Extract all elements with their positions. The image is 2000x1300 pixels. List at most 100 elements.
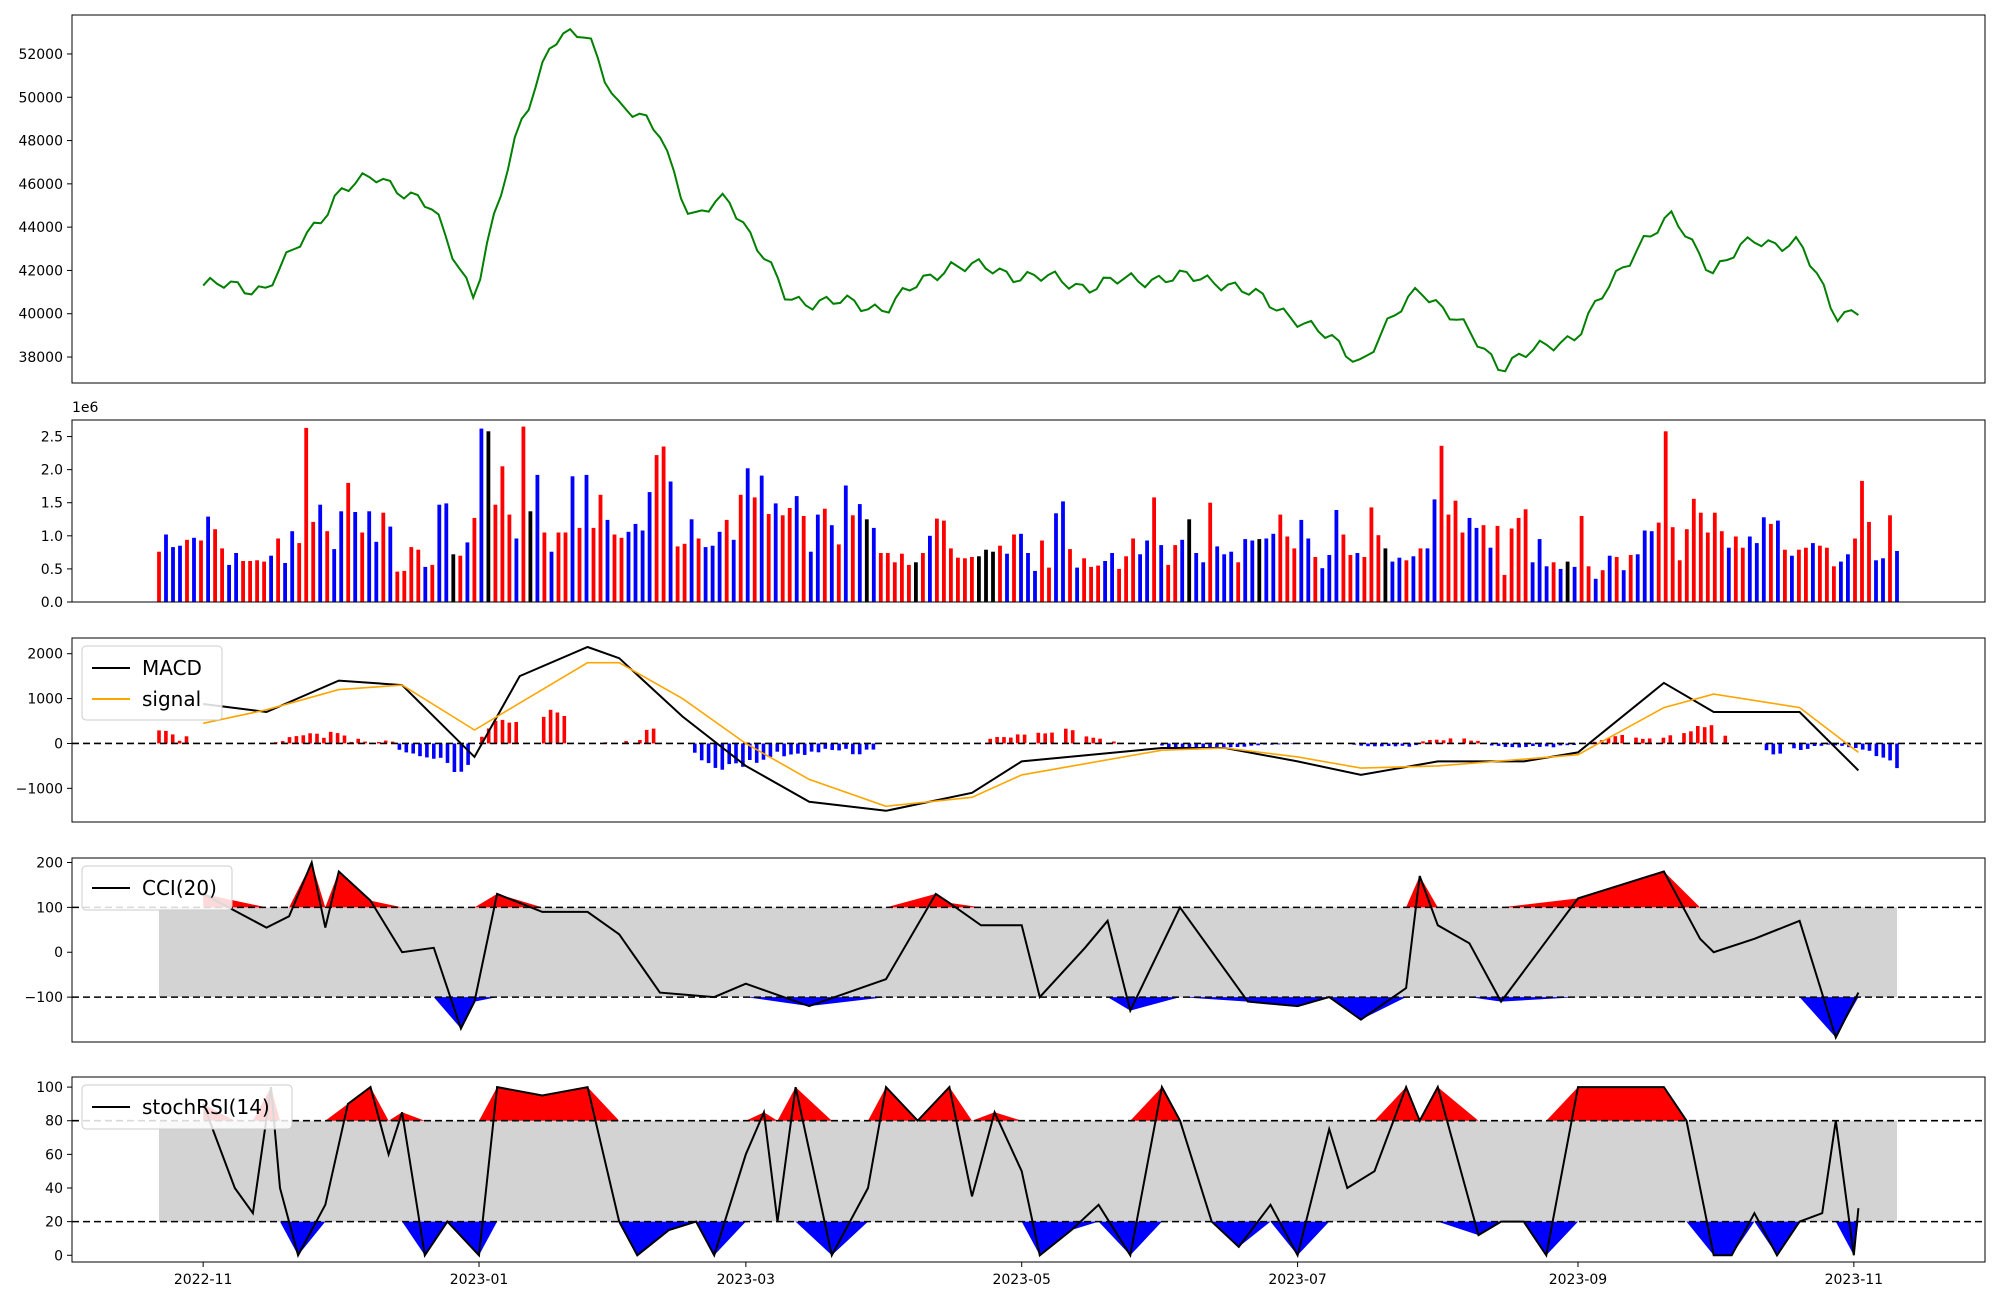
volume-bar [892, 562, 897, 602]
volume-bar [1264, 538, 1269, 602]
volume-bar [1250, 540, 1255, 602]
volume-bar [752, 497, 757, 602]
volume-bar [1439, 445, 1444, 602]
volume-bar [1306, 538, 1311, 602]
volume-bar [1278, 514, 1283, 602]
volume-bar [1012, 534, 1016, 602]
volume-bar [780, 515, 785, 602]
macd-histogram-bar [1723, 735, 1728, 744]
volume-bar [1881, 558, 1885, 602]
panel-4-frame [71, 1076, 1986, 1263]
volume-bar [1607, 555, 1612, 602]
volume-bar [1166, 564, 1171, 602]
volume-bar [1124, 556, 1128, 602]
macd-histogram-bar [1833, 743, 1837, 746]
volume-bar [1579, 516, 1584, 602]
y-tick-label: 100 [36, 900, 63, 916]
volume-bar [164, 534, 168, 602]
volume-bar [1495, 525, 1500, 602]
y-tick-label: 48000 [18, 134, 63, 150]
y-tick-label: 52000 [18, 47, 63, 63]
macd-histogram-bar [1043, 733, 1047, 744]
macd-histogram-bar [1366, 743, 1370, 747]
macd-histogram-bar [493, 720, 498, 744]
y-tick-label: 80 [45, 1114, 63, 1130]
signal-line [203, 661, 1859, 808]
volume-bar [1404, 560, 1409, 602]
macd-histogram-bar [1428, 740, 1432, 744]
axes-layer [67, 14, 1986, 1267]
volume-bar [731, 539, 736, 602]
macd-histogram-bar [555, 712, 560, 744]
y-tick-label: 42000 [18, 263, 63, 279]
volume-bar [1299, 519, 1304, 602]
volume-bar [1096, 565, 1100, 602]
macd-histogram-bar [1826, 743, 1831, 745]
macd-histogram-bar [864, 743, 869, 750]
macd-histogram-bar [363, 741, 367, 744]
macd-histogram-bar [500, 719, 505, 744]
macd-histogram-bar [1070, 730, 1075, 744]
volume-bar [1236, 562, 1241, 602]
macd-histogram-bar [1448, 738, 1453, 744]
volume-bar [1117, 568, 1121, 602]
macd-line [203, 645, 1860, 812]
volume-bar [829, 525, 834, 602]
y-tick-label: 0 [54, 1248, 63, 1264]
macd-histogram-bar [1668, 735, 1673, 744]
volume-bar [1853, 538, 1857, 602]
volume-bar [900, 553, 904, 602]
y-tick-label: 46000 [18, 177, 63, 193]
y-tick-label: 0 [54, 945, 63, 961]
volume-bar [472, 517, 477, 602]
volume-bar [563, 532, 568, 602]
macd-histogram-bar [1682, 733, 1686, 744]
y-tick-label: 60 [45, 1147, 63, 1163]
volume-bar [1523, 509, 1528, 602]
macd-histogram-bar [699, 743, 704, 761]
macd-histogram-bar [1881, 743, 1886, 758]
macd-histogram-bar [1524, 743, 1528, 747]
macd-histogram-bar [1015, 734, 1020, 744]
stochrsi-oversold-fill [203, 1221, 1859, 1256]
macd-histogram-bar [1386, 743, 1391, 746]
text-layer: 3800040000420004400046000480005000052000… [16, 47, 1883, 1288]
macd-histogram-bar [541, 716, 546, 744]
y-tick-label: 2.5 [41, 430, 63, 446]
macd-histogram-bar [1558, 743, 1563, 746]
volume-bar [1229, 551, 1234, 602]
volume-bar [1467, 517, 1472, 602]
macd-histogram-bar [1696, 726, 1700, 744]
volume-bar [857, 504, 862, 602]
macd-histogram-bar [425, 743, 429, 758]
macd-histogram-bar [1036, 732, 1041, 744]
volume-bar [1047, 567, 1051, 602]
macd-histogram-bar [1867, 743, 1872, 751]
y-tick-label: 0.0 [41, 595, 63, 611]
macd-histogram-bar [1084, 736, 1089, 744]
macd-histogram-bar [1022, 734, 1027, 744]
macd-histogram-bar [315, 733, 319, 744]
macd-histogram-bar [1489, 743, 1494, 746]
macd-histogram-bar [1380, 743, 1384, 747]
macd-histogram-bar [1050, 732, 1054, 744]
volume-bar [907, 564, 911, 602]
cci-legend-box [81, 865, 233, 911]
volume-bar [346, 482, 351, 602]
volume-bar [458, 555, 463, 602]
volume-bar [542, 532, 547, 602]
volume-bar [1565, 561, 1570, 602]
volume-bar [1572, 566, 1577, 602]
volume-bar [1159, 545, 1164, 602]
volume-bar [374, 541, 379, 602]
volume-bar [801, 516, 806, 602]
volume-bar [1691, 498, 1696, 602]
volume-bar [1369, 507, 1374, 602]
macd-histogram-bar [1606, 738, 1611, 744]
macd-histogram-bar [1112, 741, 1116, 744]
volume-bar [1544, 566, 1549, 602]
macd-histogram-bar [328, 731, 333, 744]
macd-histogram-bar [1201, 743, 1205, 748]
volume-bar [935, 518, 939, 602]
